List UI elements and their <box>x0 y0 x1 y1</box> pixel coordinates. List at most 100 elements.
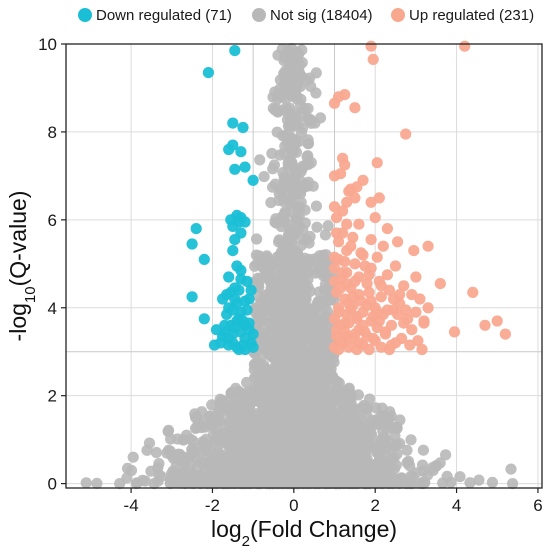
point-not-sig <box>464 477 476 489</box>
axis-ticks: -4 -2 0 2 4 6 0 2 4 6 8 10 <box>38 35 543 515</box>
point-not-sig <box>322 220 334 232</box>
point-up-regulated <box>328 97 341 109</box>
point-not-sig <box>267 470 279 482</box>
point-not-sig <box>339 470 351 482</box>
point-up-regulated <box>351 313 363 325</box>
point-up-regulated <box>410 306 422 318</box>
series-down-regulated <box>186 45 259 356</box>
point-down-regulated <box>210 324 223 336</box>
point-not-sig <box>381 459 393 471</box>
point-up-regulated <box>400 128 412 140</box>
point-down-regulated <box>235 264 247 276</box>
point-not-sig <box>353 452 365 464</box>
point-up-regulated <box>333 236 345 248</box>
point-down-regulated <box>229 163 241 175</box>
point-not-sig <box>238 478 251 490</box>
point-not-sig <box>259 296 271 308</box>
point-up-regulated <box>369 212 381 224</box>
point-up-regulated <box>330 324 343 336</box>
point-not-sig <box>407 471 419 483</box>
y-axis-title-subscript: 10 <box>22 286 39 303</box>
point-not-sig <box>282 106 294 118</box>
point-not-sig <box>252 455 264 467</box>
point-up-regulated <box>418 315 430 327</box>
point-not-sig <box>282 157 294 169</box>
y-tick-label: 6 <box>48 211 57 230</box>
point-not-sig <box>180 429 193 441</box>
point-up-regulated <box>392 236 404 248</box>
point-up-regulated <box>377 240 389 252</box>
point-not-sig <box>198 437 210 449</box>
point-not-sig <box>202 474 214 486</box>
point-not-sig <box>310 200 322 212</box>
point-not-sig <box>366 475 378 487</box>
point-not-sig <box>379 438 391 450</box>
point-not-sig <box>268 159 280 171</box>
point-not-sig <box>296 44 308 56</box>
series-up-regulated <box>328 40 511 356</box>
point-not-sig <box>262 382 274 394</box>
point-not-sig <box>283 337 295 349</box>
point-not-sig <box>334 415 346 428</box>
point-not-sig <box>309 340 321 352</box>
point-not-sig <box>261 270 273 282</box>
point-up-regulated <box>337 227 349 239</box>
point-not-sig <box>282 44 294 56</box>
y-tick-label: 10 <box>38 35 57 54</box>
point-up-regulated <box>353 337 365 349</box>
point-up-regulated <box>349 275 361 287</box>
point-not-sig <box>227 448 239 460</box>
x-axis-title-rest: (Fold Change) <box>250 516 397 542</box>
point-not-sig <box>190 452 202 464</box>
point-not-sig <box>288 292 301 304</box>
point-not-sig <box>290 304 302 316</box>
point-not-sig <box>204 410 216 422</box>
point-not-sig <box>328 356 340 368</box>
point-not-sig <box>275 353 288 365</box>
point-not-sig <box>251 233 263 245</box>
point-not-sig <box>281 264 293 276</box>
point-not-sig <box>401 444 413 456</box>
point-down-regulated <box>245 284 257 296</box>
point-not-sig <box>278 176 290 188</box>
point-down-regulated <box>229 234 241 246</box>
point-not-sig <box>282 427 294 439</box>
point-not-sig <box>300 256 312 268</box>
point-not-sig <box>300 439 312 451</box>
point-not-sig <box>473 474 485 486</box>
point-not-sig <box>199 457 211 469</box>
point-not-sig <box>292 223 304 236</box>
point-not-sig <box>130 477 143 490</box>
y-axis-title: -log10(Q-value) <box>5 191 39 342</box>
point-not-sig <box>434 457 446 469</box>
point-not-sig <box>295 127 307 139</box>
point-up-regulated <box>359 260 371 272</box>
point-up-regulated <box>330 212 343 224</box>
point-not-sig <box>250 426 262 438</box>
point-not-sig <box>355 465 367 477</box>
point-not-sig <box>293 136 305 148</box>
point-not-sig <box>288 69 300 81</box>
y-tick-label: 2 <box>48 387 57 406</box>
point-not-sig <box>277 243 289 255</box>
point-not-sig <box>329 395 341 407</box>
point-not-sig <box>228 401 240 413</box>
point-not-sig <box>80 477 92 489</box>
point-not-sig <box>280 93 292 105</box>
point-not-sig <box>212 463 224 475</box>
point-not-sig <box>506 478 519 490</box>
x-tick-label: -4 <box>124 496 139 515</box>
point-up-regulated <box>410 271 422 283</box>
point-not-sig <box>256 310 268 323</box>
point-not-sig <box>391 422 403 434</box>
point-not-sig <box>150 446 162 459</box>
point-not-sig <box>141 444 153 456</box>
y-tick-label: 0 <box>48 475 57 494</box>
point-up-regulated <box>353 218 365 230</box>
point-up-regulated <box>389 260 402 272</box>
point-not-sig <box>274 384 286 396</box>
point-up-regulated <box>333 306 345 318</box>
point-not-sig <box>314 415 326 427</box>
point-down-regulated <box>237 121 249 134</box>
point-not-sig <box>250 371 262 383</box>
